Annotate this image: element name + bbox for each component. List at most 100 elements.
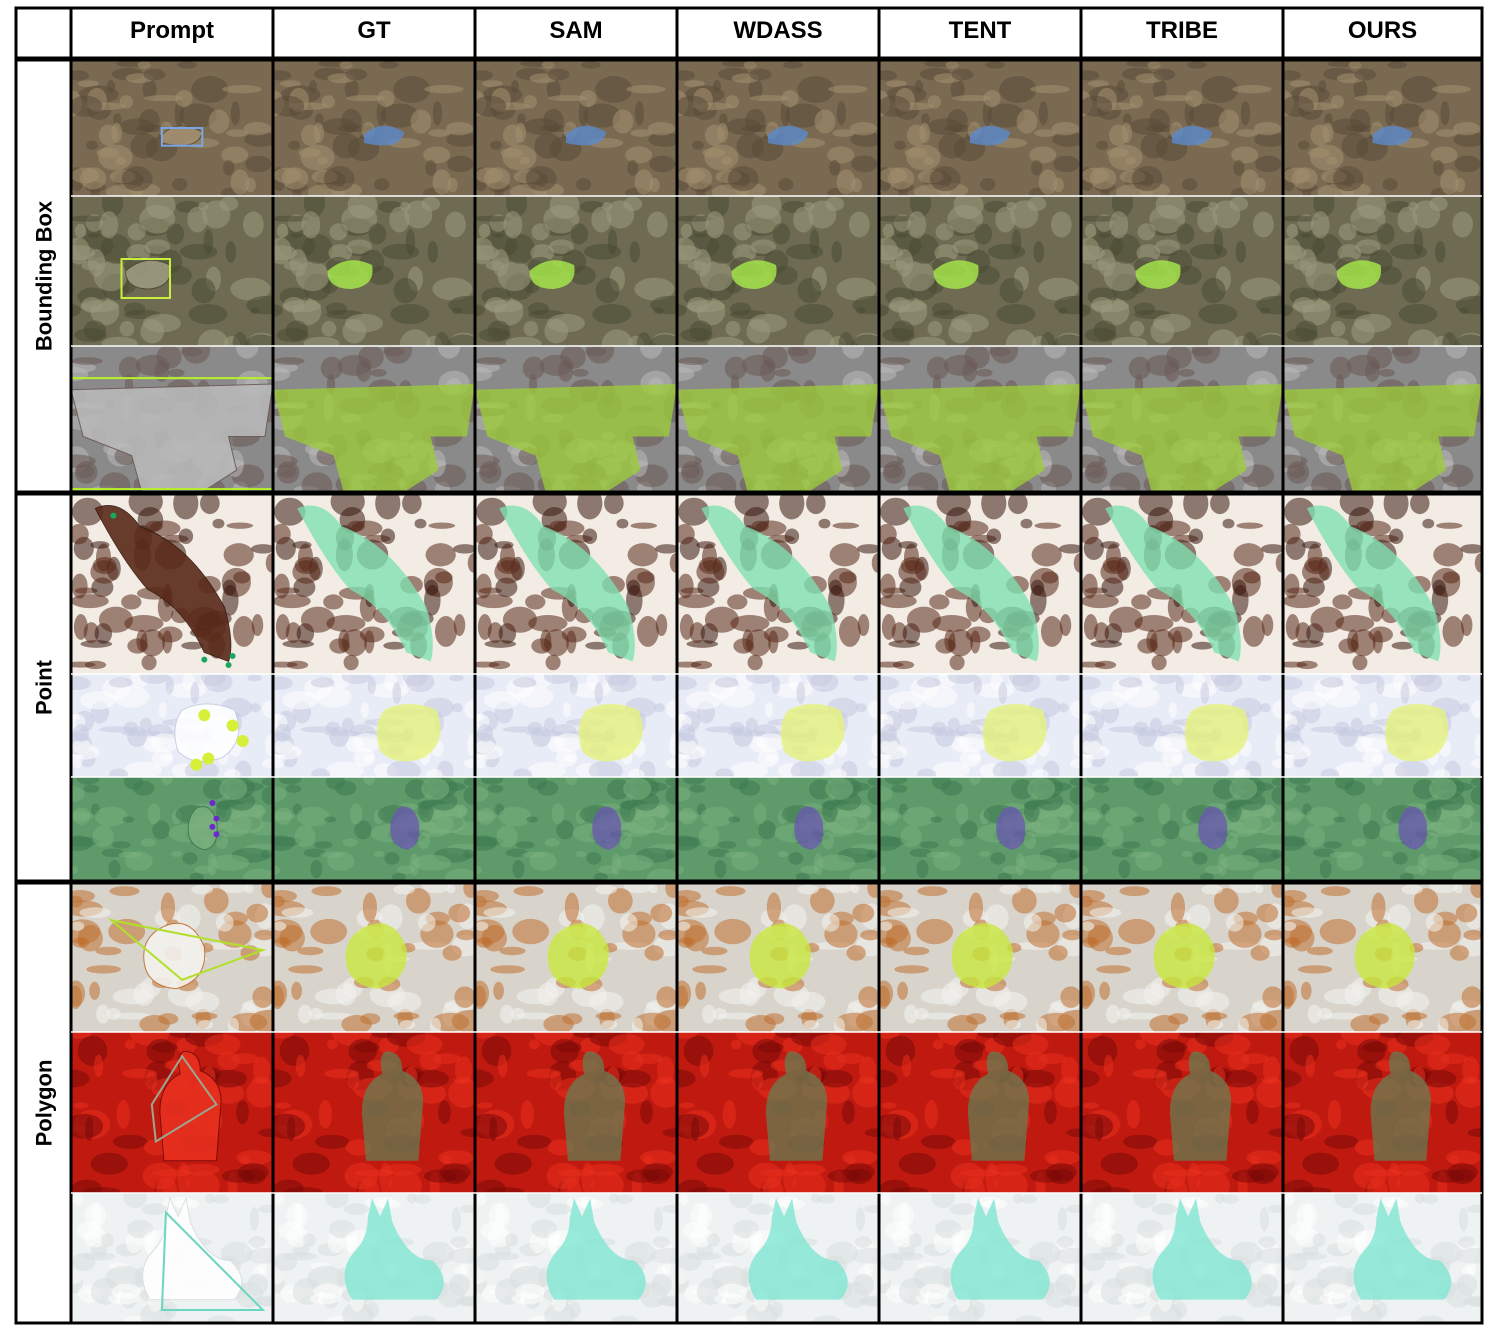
cell-dog-on-cowhide-gt bbox=[273, 494, 475, 674]
column-headers: Prompt GT SAM WDASS TENT TRIBE OURS bbox=[130, 17, 1417, 44]
cell-hare-in-snow-tribe bbox=[1081, 1193, 1283, 1323]
segmentation-mask bbox=[1152, 1198, 1252, 1300]
cell-tree-bark-gt bbox=[273, 196, 475, 346]
column-header-tent: TENT bbox=[949, 17, 1012, 44]
column-header-prompt: Prompt bbox=[130, 17, 214, 44]
cell-leaf-litter-tribe bbox=[1081, 60, 1283, 196]
bounding-box-prompt bbox=[120, 258, 171, 299]
cell-turtle-in-water-gt bbox=[273, 777, 475, 881]
cell-seal-on-snow-sam bbox=[475, 674, 677, 777]
polygon-prompt bbox=[107, 918, 267, 981]
cell-leaf-litter-prompt bbox=[71, 60, 273, 196]
segmentation-mask bbox=[748, 1198, 848, 1300]
bounding-box-prompt bbox=[160, 127, 204, 147]
segmentation-mask bbox=[1153, 923, 1215, 989]
bounding-box-prompt bbox=[71, 377, 273, 491]
cell-person-in-red-seats-prompt bbox=[71, 1032, 273, 1193]
cell-tree-bark-ours bbox=[1283, 196, 1482, 346]
segmentation-mask bbox=[765, 1051, 828, 1161]
cell-dog-on-cowhide-tribe bbox=[1081, 494, 1283, 674]
segmentation-mask bbox=[879, 383, 1081, 492]
cell-moth-on-bark-gt bbox=[273, 346, 475, 492]
point-prompt bbox=[209, 823, 216, 830]
segmentation-mask bbox=[297, 505, 433, 662]
cell-spider-on-flower-gt bbox=[273, 883, 475, 1032]
subject bbox=[125, 259, 172, 290]
segmentation-mask bbox=[969, 125, 1011, 146]
cell-dog-on-cowhide-tent bbox=[879, 494, 1081, 674]
segmentation-mask bbox=[1385, 703, 1449, 762]
cell-dog-on-cowhide-wdass bbox=[677, 494, 879, 674]
segmentation-mask bbox=[563, 1051, 626, 1161]
cell-moth-on-bark-sam bbox=[475, 346, 677, 492]
segmentation-mask bbox=[546, 1198, 646, 1300]
segmentation-mask bbox=[1169, 1051, 1232, 1161]
cell-person-in-red-seats-sam bbox=[475, 1032, 677, 1193]
cell-spider-on-flower-tent bbox=[879, 883, 1081, 1032]
segmentation-mask bbox=[363, 125, 405, 146]
segmentation-mask bbox=[1306, 505, 1441, 662]
cell-spider-on-flower-sam bbox=[475, 883, 677, 1032]
point-prompt bbox=[201, 656, 208, 663]
polygon-prompt bbox=[150, 1054, 218, 1144]
segmentation-mask bbox=[677, 383, 879, 492]
segmentation-mask bbox=[1184, 703, 1249, 762]
column-header-tribe: TRIBE bbox=[1146, 17, 1218, 44]
cell-seal-on-snow-gt bbox=[273, 674, 475, 777]
segmentation-mask bbox=[749, 923, 811, 989]
point-prompt bbox=[209, 800, 216, 806]
point-prompt bbox=[236, 734, 249, 747]
segmentation-mask bbox=[701, 505, 837, 662]
subject bbox=[94, 504, 232, 663]
segmentation-mask bbox=[345, 923, 407, 989]
cell-tree-bark-sam bbox=[475, 196, 677, 346]
cell-seal-on-snow-tent bbox=[879, 674, 1081, 777]
segmentation-mask bbox=[273, 383, 475, 492]
cell-spider-on-flower-prompt bbox=[71, 883, 273, 1032]
segmentation-mask bbox=[996, 806, 1026, 850]
cell-spider-on-flower-ours bbox=[1283, 883, 1482, 1032]
segmentation-mask bbox=[982, 703, 1047, 762]
column-header-wdass: WDASS bbox=[733, 17, 822, 44]
cell-turtle-in-water-prompt bbox=[71, 777, 273, 881]
segmentation-mask bbox=[794, 806, 824, 850]
cell-turtle-in-water-wdass bbox=[677, 777, 879, 881]
segmentation-mask bbox=[1171, 125, 1213, 146]
segmentation-mask bbox=[1283, 383, 1482, 492]
cell-leaf-litter-ours bbox=[1283, 60, 1482, 196]
segmentation-mask bbox=[565, 125, 607, 146]
point-prompt bbox=[190, 758, 203, 771]
segmentation-mask bbox=[1105, 505, 1241, 662]
cell-hare-in-snow-ours bbox=[1283, 1193, 1482, 1323]
cell-hare-in-snow-prompt bbox=[71, 1193, 273, 1323]
cell-person-in-red-seats-gt bbox=[273, 1032, 475, 1193]
cell-person-in-red-seats-wdass bbox=[677, 1032, 879, 1193]
segmentation-mask bbox=[951, 923, 1013, 989]
cell-moth-on-bark-prompt bbox=[71, 346, 273, 492]
cell-person-in-red-seats-tent bbox=[879, 1032, 1081, 1193]
segmentation-mask bbox=[592, 806, 622, 850]
segmentation-mask bbox=[731, 260, 777, 289]
segmentation-mask bbox=[1198, 806, 1228, 850]
polygon-prompt bbox=[160, 1210, 266, 1311]
segmentation-mask bbox=[1354, 923, 1415, 989]
cell-tree-bark-prompt bbox=[71, 196, 273, 346]
group-label-polygon: Polygon bbox=[32, 1060, 57, 1147]
cell-turtle-in-water-ours bbox=[1283, 777, 1482, 881]
cell-tree-bark-wdass bbox=[677, 196, 879, 346]
cell-leaf-litter-wdass bbox=[677, 60, 879, 196]
cell-dog-on-cowhide-sam bbox=[475, 494, 677, 674]
group-label-point: Point bbox=[32, 659, 57, 715]
subject bbox=[174, 703, 240, 762]
cell-hare-in-snow-sam bbox=[475, 1193, 677, 1323]
cell-turtle-in-water-tent bbox=[879, 777, 1081, 881]
cell-hare-in-snow-wdass bbox=[677, 1193, 879, 1323]
table-borders bbox=[14, 6, 1484, 1325]
cell-turtle-in-water-sam bbox=[475, 777, 677, 881]
segmentation-mask bbox=[1353, 1198, 1452, 1300]
segmentation-mask bbox=[327, 260, 373, 289]
cell-seal-on-snow-wdass bbox=[677, 674, 879, 777]
cell-moth-on-bark-tribe bbox=[1081, 346, 1283, 492]
cell-moth-on-bark-wdass bbox=[677, 346, 879, 492]
